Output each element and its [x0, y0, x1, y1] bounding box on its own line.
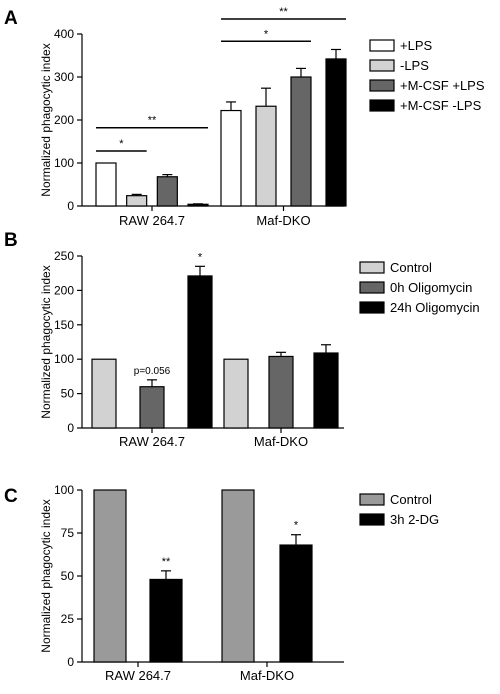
bar	[139, 386, 165, 429]
y-tick-label: 300	[54, 70, 74, 84]
legend-swatch	[359, 513, 385, 526]
y-tick-label: 100	[54, 156, 74, 170]
significance-label: **	[162, 556, 171, 568]
legend-swatch	[369, 99, 395, 112]
panel-letter: A	[4, 8, 18, 29]
y-axis-label: Normalized phagocytic index	[39, 265, 53, 418]
bar	[255, 105, 277, 207]
significance-label: **	[279, 6, 288, 18]
significance-label: *	[119, 138, 124, 150]
panel-letter: C	[4, 486, 18, 507]
legend-label: Control	[390, 492, 432, 507]
y-tick-label: 0	[67, 421, 74, 435]
legend-label: 24h Oligomycin	[390, 300, 480, 315]
category-label: RAW 264.7	[105, 668, 171, 683]
bar	[149, 578, 183, 663]
legend-label: +LPS	[400, 38, 432, 53]
legend-label: +M-CSF -LPS	[400, 98, 482, 113]
category-label: Maf-DKO	[240, 668, 294, 683]
y-tick-label: 100	[54, 352, 74, 366]
legend-label: +M-CSF +LPS	[400, 78, 485, 93]
legend-swatch	[369, 79, 395, 92]
y-tick-label: 50	[61, 569, 75, 583]
panel-letter: B	[4, 230, 18, 251]
bar	[187, 203, 209, 207]
category-label: Maf-DKO	[254, 434, 308, 449]
bar	[325, 58, 347, 207]
y-tick-label: 0	[67, 199, 74, 213]
y-tick-label: 0	[67, 655, 74, 669]
y-tick-label: 100	[54, 483, 74, 497]
y-axis-label: Normalized phagocytic index	[39, 43, 53, 196]
y-tick-label: 150	[54, 318, 74, 332]
bar	[156, 176, 178, 207]
bar	[220, 109, 242, 207]
bar	[268, 355, 294, 429]
y-tick-label: 75	[61, 526, 75, 540]
y-axis-label: Normalized phagocytic index	[39, 499, 53, 652]
y-tick-label: 25	[61, 612, 75, 626]
bar	[221, 489, 255, 663]
bar	[95, 162, 117, 207]
significance-label: p=0.056	[134, 366, 171, 377]
y-tick-label: 400	[54, 27, 74, 41]
significance-label: *	[294, 520, 299, 532]
y-tick-label: 250	[54, 249, 74, 263]
y-tick-label: 200	[54, 283, 74, 297]
bar	[223, 358, 249, 429]
legend-label: 3h 2-DG	[390, 512, 439, 527]
bar	[313, 352, 339, 429]
category-label: RAW 264.7	[119, 434, 185, 449]
significance-label: *	[198, 251, 203, 263]
y-tick-label: 50	[61, 387, 75, 401]
legend-swatch	[369, 39, 395, 52]
bar	[279, 544, 313, 663]
legend-swatch	[369, 59, 395, 72]
significance-label: **	[148, 115, 157, 127]
legend-swatch	[359, 281, 385, 294]
category-label: Maf-DKO	[256, 213, 310, 228]
legend-swatch	[359, 493, 385, 506]
category-label: RAW 264.7	[119, 213, 185, 228]
legend-label: 0h Oligomycin	[390, 280, 472, 295]
bar	[91, 358, 117, 429]
bar	[126, 195, 148, 207]
significance-label: *	[264, 28, 269, 40]
legend-label: -LPS	[400, 58, 429, 73]
bar	[187, 275, 213, 429]
legend-swatch	[359, 261, 385, 274]
bar	[290, 76, 312, 207]
legend-label: Control	[390, 260, 432, 275]
legend-swatch	[359, 301, 385, 314]
bar	[93, 489, 127, 663]
y-tick-label: 200	[54, 113, 74, 127]
